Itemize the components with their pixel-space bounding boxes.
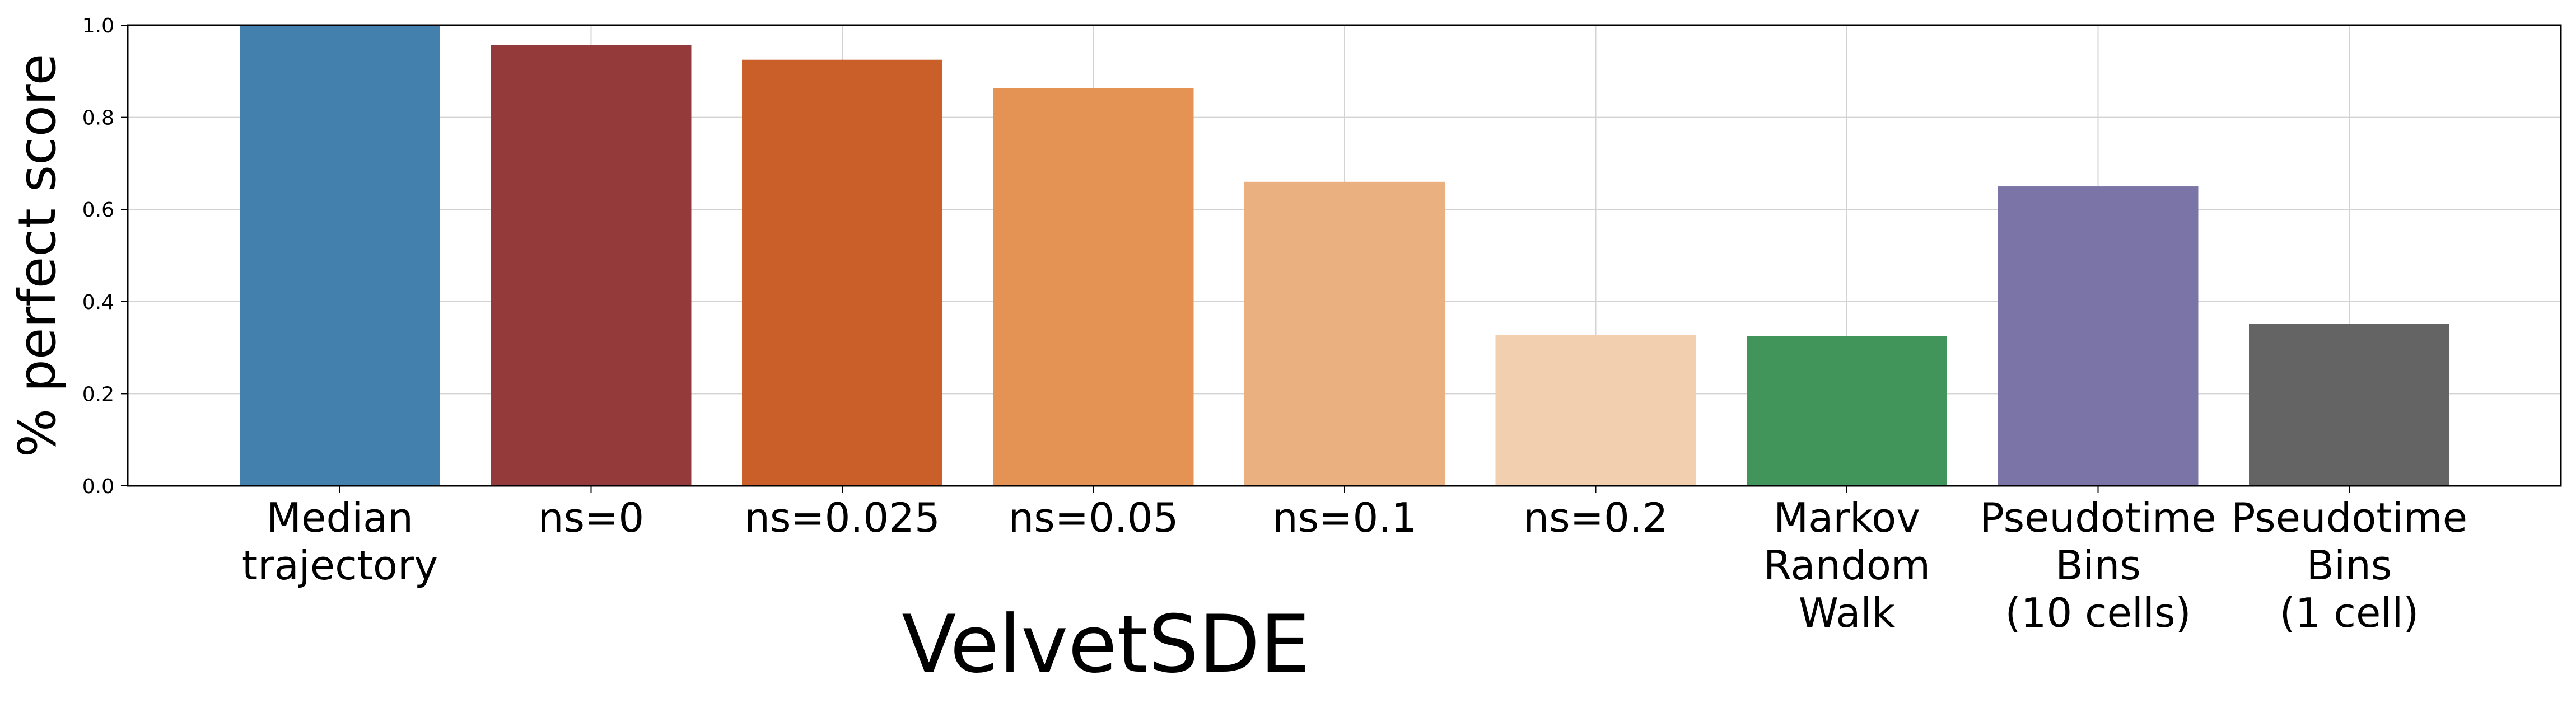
- x-axis-labels: Median trajectory ns=0 ns=0.025 ns=0.05 ns=0.…: [242, 486, 2467, 636]
- x-tick-label: Pseudotime Bins (10 cells): [1980, 494, 2216, 636]
- y-tick-label: 1.0: [82, 15, 114, 38]
- bar-1: [491, 45, 692, 486]
- x-tick-label: ns=0: [538, 494, 644, 541]
- y-tick-label: 0.0: [82, 475, 114, 498]
- x-tick-label: Markov Random Walk: [1763, 494, 1930, 636]
- x-tick-label: ns=0.05: [1009, 494, 1179, 541]
- bar-3: [993, 88, 1194, 486]
- y-tick-label: 0.8: [82, 107, 114, 130]
- y-axis-ticks: 0.0 0.2 0.4 0.6 0.8 1.0: [82, 15, 128, 498]
- y-tick-label: 0.4: [82, 291, 114, 314]
- bar-6: [1747, 336, 1947, 486]
- bar-5: [1495, 335, 1696, 486]
- y-tick-label: 0.2: [82, 383, 114, 406]
- y-tick-label: 0.6: [82, 199, 114, 222]
- x-tick-label: ns=0.025: [744, 494, 940, 541]
- x-tick-label: Pseudotime Bins (1 cell): [2231, 494, 2467, 636]
- group-annotation: VelvetSDE: [902, 598, 1310, 691]
- y-axis-label: % perfect score: [7, 54, 67, 458]
- bars: [240, 25, 2449, 486]
- bar-7: [1998, 186, 2199, 486]
- bar-0: [240, 25, 440, 486]
- x-tick-label: ns=0.2: [1524, 494, 1668, 541]
- bar-2: [742, 59, 942, 486]
- bar-8: [2249, 324, 2449, 486]
- x-tick-label: Median trajectory: [242, 494, 438, 589]
- x-tick-label: ns=0.1: [1272, 494, 1417, 541]
- bar-4: [1244, 181, 1445, 486]
